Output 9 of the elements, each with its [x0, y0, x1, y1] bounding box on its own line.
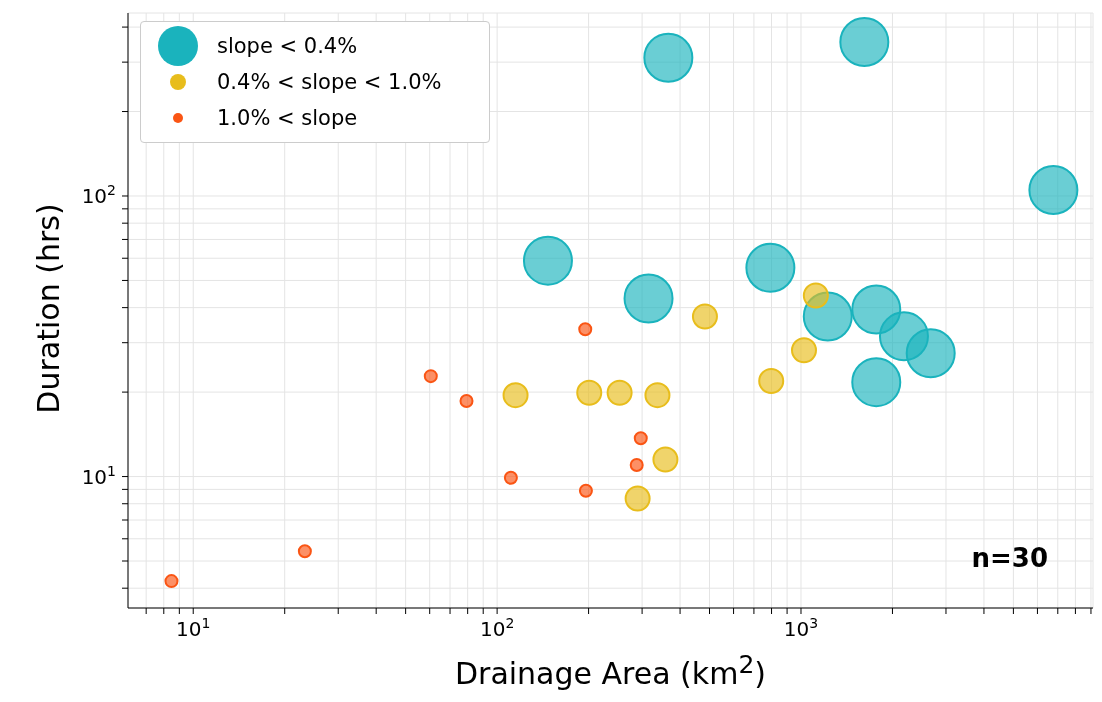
annotation: n=30 [971, 543, 1048, 573]
x-axis-title: Drainage Area (km$^{2}$) [453, 650, 768, 691]
legend-label: 0.4% < slope < 1.0% [217, 70, 443, 94]
x-tick-label: 10$^{2}$ [479, 615, 515, 641]
x-tick-label: 10$^{1}$ [176, 615, 211, 641]
legend-label: slope < 0.4% [217, 34, 359, 58]
legend-label: 1.0% < slope [217, 106, 359, 130]
y-axis-title: Duration (hrs) [30, 201, 66, 416]
x-tick-label: 10$^{3}$ [783, 615, 819, 641]
